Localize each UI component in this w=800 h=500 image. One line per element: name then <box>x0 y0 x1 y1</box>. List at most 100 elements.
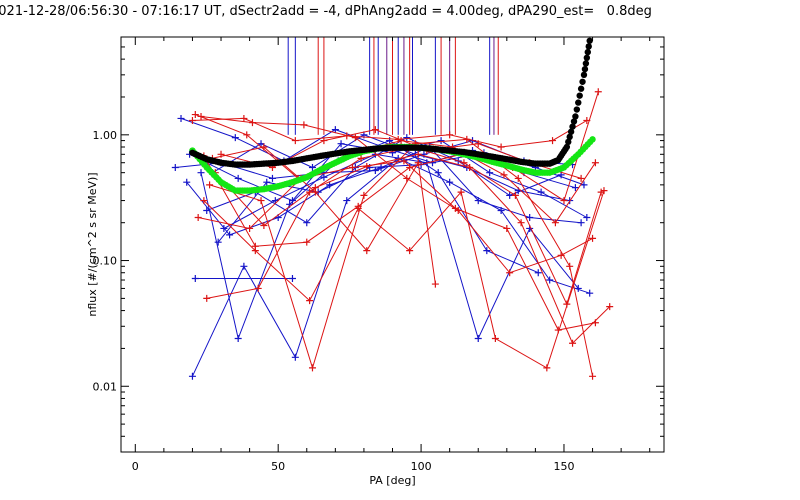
series-13-point-2 <box>303 238 311 246</box>
series-2-point-3 <box>326 181 334 189</box>
series-17-point-8 <box>606 303 614 311</box>
black-fit-point <box>573 106 581 113</box>
series-10-line <box>223 153 579 340</box>
series-20-point-7 <box>577 174 585 182</box>
series-18-point-6 <box>491 334 499 342</box>
series-3-point-3 <box>343 197 351 205</box>
black-fit-point <box>569 123 576 130</box>
black-fit-point <box>586 37 593 44</box>
series-12-point-8 <box>589 234 597 242</box>
series-17 <box>211 150 614 347</box>
series-17-point-1 <box>260 222 268 230</box>
series-18-point-2 <box>306 297 314 305</box>
series-1-point-8 <box>583 213 591 221</box>
series-15-point-4 <box>400 157 408 165</box>
series-19-point-4 <box>414 159 422 167</box>
series-7-line <box>206 137 562 224</box>
series-19 <box>208 143 439 288</box>
series-18-point-0 <box>200 197 208 205</box>
series-7-point-4 <box>403 134 411 142</box>
x-tick-label: 0 <box>132 460 139 473</box>
series-18-point-5 <box>457 188 465 196</box>
series-18-point-1 <box>251 247 259 255</box>
series-16-point-2 <box>308 364 316 372</box>
black-fit-point <box>582 60 590 67</box>
x-axis-title: PA [deg] <box>369 474 415 487</box>
black-fit-point <box>583 54 591 62</box>
series-5-point-1 <box>234 334 242 342</box>
series-15-point-1 <box>246 224 254 232</box>
series-17-point-7 <box>569 339 577 347</box>
series-18-line <box>203 190 605 369</box>
series-14-point-6 <box>511 191 519 199</box>
series-15-point-6 <box>503 224 511 232</box>
series-9-point-1 <box>263 178 271 186</box>
series-19-point-1 <box>260 143 268 151</box>
series-16-point-6 <box>514 174 522 182</box>
series-21-point-0 <box>188 117 196 125</box>
series-5-point-6 <box>483 247 491 255</box>
black-fit-point <box>577 85 585 92</box>
series-16-point-1 <box>257 197 265 205</box>
series-5-point-4 <box>386 137 394 145</box>
series-3-point-6 <box>497 207 505 215</box>
series-3-point-7 <box>546 276 554 284</box>
series-21-point-5 <box>446 131 454 139</box>
series-10-point-7 <box>574 284 582 292</box>
series-5-point-0 <box>197 169 205 177</box>
series-1-point-6 <box>486 169 494 177</box>
series-21-point-2 <box>291 137 299 145</box>
series-21-point-3 <box>343 132 351 140</box>
series-8-point-2 <box>308 163 316 171</box>
series-15-point-5 <box>451 204 459 212</box>
series-16-point-7 <box>566 262 574 270</box>
black-fit-point <box>579 78 586 85</box>
y-axis-title: nflux [#/(cm^2 s sr MeV)] <box>86 172 99 316</box>
series-21-point-4 <box>394 135 402 143</box>
series-21-point-6 <box>497 143 505 151</box>
series-15-point-0 <box>194 213 202 221</box>
series-12-point-6 <box>506 269 514 277</box>
series-7-point-0 <box>203 207 211 215</box>
series-3-point-5 <box>446 178 454 186</box>
series-20-point-0 <box>217 150 225 158</box>
series-9-point-0 <box>214 238 222 246</box>
series-18 <box>200 187 608 372</box>
series-2-point-7 <box>526 213 534 221</box>
series-10-point-0 <box>220 224 228 232</box>
series-6-point-2 <box>268 174 276 182</box>
black-fit-point <box>572 113 579 120</box>
x-tick-label: 100 <box>411 460 432 473</box>
series-17-point-4 <box>414 150 422 158</box>
black-fit-point <box>567 128 575 135</box>
series-10-point-2 <box>320 173 328 181</box>
series-13-point-7 <box>560 197 568 205</box>
series-0-point-3 <box>331 126 339 134</box>
plot-area <box>171 37 614 380</box>
series-14-point-0 <box>203 294 211 302</box>
series-12-point-3 <box>351 134 359 142</box>
chart-title: 2021-12-28/06:56:30 - 07:16:17 UT, dSect… <box>0 4 652 19</box>
black-fit-point <box>565 138 572 146</box>
series-21-point-1 <box>240 114 248 122</box>
axes: 0 50 100 150 0.01 0.10 1.00 <box>93 37 664 473</box>
series-3-point-1 <box>240 262 248 270</box>
series-1-point-7 <box>537 188 545 196</box>
black-fit-point <box>581 65 589 73</box>
series-4-point-1 <box>288 274 296 282</box>
series-16-point-0 <box>206 181 214 189</box>
series-1 <box>186 137 591 221</box>
series-17-point-5 <box>466 163 474 171</box>
plot-content <box>171 37 614 380</box>
black-fit-point <box>580 71 588 79</box>
series-5-point-5 <box>434 169 442 177</box>
series-11-point-1 <box>243 131 251 139</box>
series-18-point-8 <box>600 187 608 195</box>
series-6-point-0 <box>171 163 179 171</box>
series-11-point-7 <box>551 219 559 227</box>
series-14-point-5 <box>460 159 468 167</box>
series-19-point-5 <box>431 280 439 288</box>
series-11-point-0 <box>191 111 199 119</box>
series-18-point-3 <box>354 204 362 212</box>
